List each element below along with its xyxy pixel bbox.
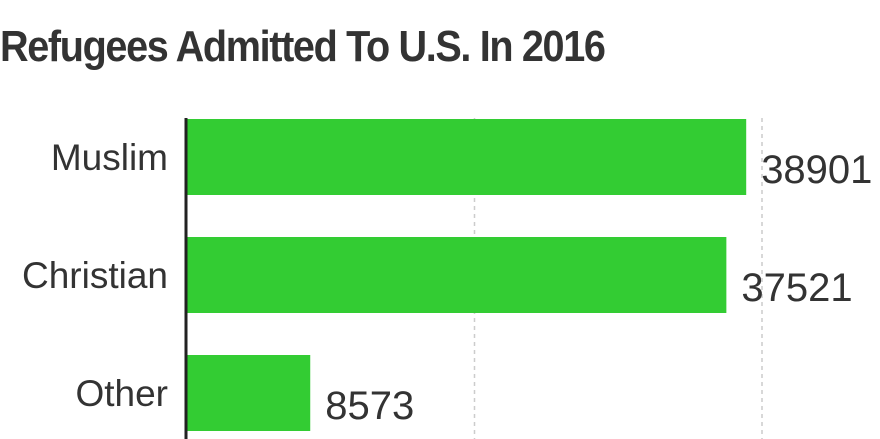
category-label-muslim: Muslim [51,137,168,178]
chart-title: Refugees Admitted To U.S. In 2016 [0,22,606,71]
labels-layer: Muslim 38901 Christian 37521 Other 8573 [22,137,872,428]
bar-muslim [187,119,747,195]
value-label-christian: 37521 [741,266,852,310]
value-label-other: 8573 [325,384,414,428]
bar-other [187,355,311,431]
value-label-muslim: 38901 [761,148,872,192]
bar-christian [187,237,727,313]
category-label-christian: Christian [22,255,168,296]
bars-layer [187,119,747,431]
category-label-other: Other [75,373,168,414]
